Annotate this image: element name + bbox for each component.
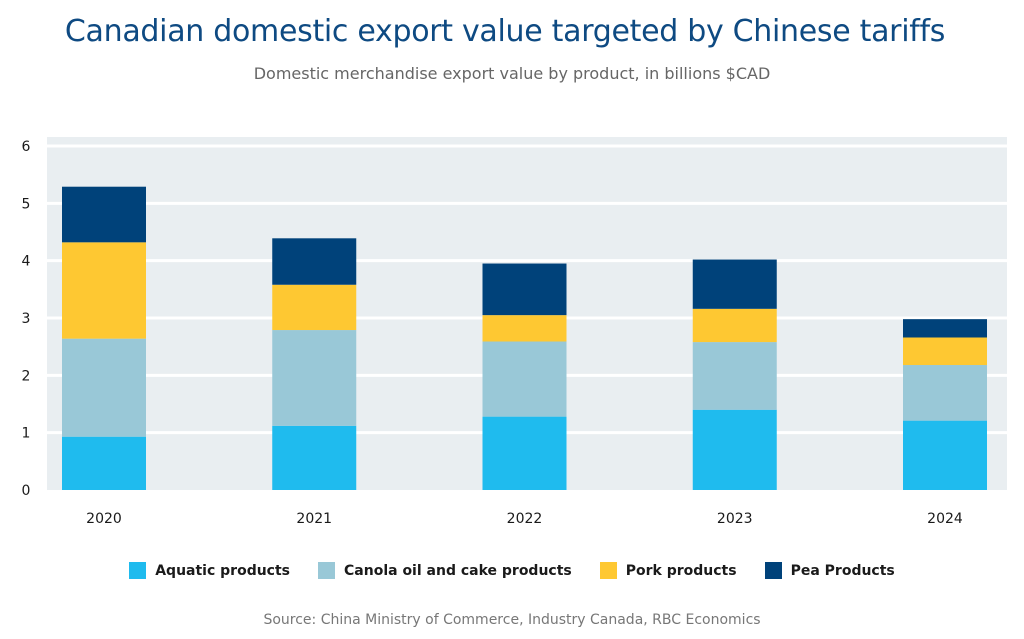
x-tick-label: 2020: [86, 511, 122, 527]
source-note: Source: China Ministry of Commerce, Indu…: [263, 612, 761, 628]
legend-swatch: [764, 562, 782, 579]
legend-swatch: [318, 562, 336, 579]
bar-segment: [482, 416, 567, 490]
x-tick-label: 2024: [927, 511, 963, 527]
bar-segment: [62, 338, 146, 437]
bar-segment: [903, 319, 987, 338]
bar-segment: [272, 330, 357, 426]
y-tick-label: 6: [22, 139, 31, 155]
legend-label: Aquatic products: [155, 562, 291, 579]
bar-segment: [482, 315, 567, 342]
bar-segment: [692, 342, 777, 410]
bar-segment: [482, 263, 567, 316]
legend-item: Pork products: [599, 562, 737, 579]
legend-item: Canola oil and cake products: [318, 562, 572, 579]
chart-subtitle: Domestic merchandise export value by pro…: [253, 64, 771, 83]
x-tick-label: 2022: [507, 511, 543, 527]
legend-swatch: [129, 562, 147, 579]
bar-segment: [692, 259, 777, 309]
bar-segment: [272, 238, 357, 285]
y-tick-label: 1: [22, 426, 31, 442]
x-tick-label: 2021: [296, 511, 332, 527]
chart-title: Canadian domestic export value targeted …: [64, 14, 946, 49]
bar-segment: [903, 337, 987, 366]
legend-swatch: [599, 562, 617, 579]
bar-segment: [62, 242, 146, 339]
legend-label: Canola oil and cake products: [344, 562, 572, 579]
legend-label: Pork products: [625, 562, 737, 579]
chart-legend: Aquatic products Canola oil and cake prod…: [0, 562, 1024, 579]
bar-segment: [903, 420, 987, 490]
bar-segment: [272, 284, 357, 331]
y-tick-label: 5: [22, 196, 31, 212]
legend-item: Pea Products: [764, 562, 895, 579]
legend-item: Aquatic products: [129, 562, 290, 579]
legend-label: Pea Products: [790, 562, 895, 579]
y-tick-label: 4: [22, 254, 31, 270]
bar-segment: [272, 425, 357, 490]
y-tick-label: 2: [22, 368, 31, 384]
x-tick-label: 2023: [717, 511, 753, 527]
y-tick-label: 0: [22, 483, 31, 499]
y-tick-label: 3: [22, 311, 31, 327]
bar-segment: [903, 365, 987, 421]
bar-segment: [692, 308, 777, 343]
bar-segment: [62, 186, 146, 243]
bar-segment: [482, 341, 567, 417]
bar-segment: [62, 436, 146, 490]
bar-segment: [692, 409, 777, 490]
stacked-bar-chart: 0 1 2 3 4 5 6 2020 2021 2022 2023 2024: [22, 137, 1007, 527]
